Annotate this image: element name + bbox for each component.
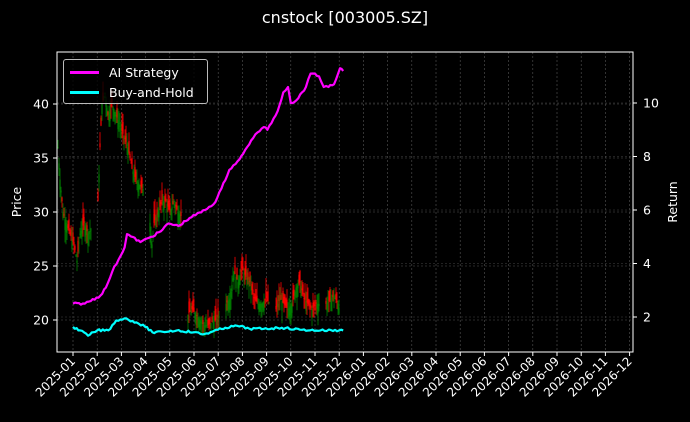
svg-text:8: 8 bbox=[643, 149, 651, 164]
legend-swatch-cyan bbox=[70, 90, 99, 94]
legend-swatch-magenta bbox=[70, 70, 99, 74]
svg-text:30: 30 bbox=[33, 205, 49, 220]
candlestick-series bbox=[57, 81, 340, 339]
svg-text:4: 4 bbox=[643, 256, 651, 271]
svg-text:20: 20 bbox=[33, 313, 49, 328]
legend: AI Strategy Buy-and-Hold bbox=[63, 59, 208, 104]
legend-item-buy-and-hold: Buy-and-Hold bbox=[70, 83, 194, 101]
plot-frame bbox=[56, 51, 634, 353]
svg-text:Return: Return bbox=[665, 181, 680, 222]
legend-item-ai-strategy: AI Strategy bbox=[70, 63, 179, 81]
svg-text:35: 35 bbox=[33, 151, 49, 166]
svg-text:2: 2 bbox=[643, 310, 651, 325]
return-lines bbox=[72, 67, 345, 337]
svg-text:10: 10 bbox=[643, 96, 659, 111]
legend-label: AI Strategy bbox=[109, 64, 179, 80]
legend-label: Buy-and-Hold bbox=[109, 84, 194, 100]
axes: 2025-012025-022025-032025-042025-052025-… bbox=[9, 96, 680, 400]
svg-text:Price: Price bbox=[9, 186, 24, 217]
svg-text:25: 25 bbox=[33, 259, 49, 274]
svg-text:40: 40 bbox=[33, 97, 49, 112]
svg-text:6: 6 bbox=[643, 203, 651, 218]
chart-title: cnstock [003005.SZ] bbox=[261, 8, 429, 27]
